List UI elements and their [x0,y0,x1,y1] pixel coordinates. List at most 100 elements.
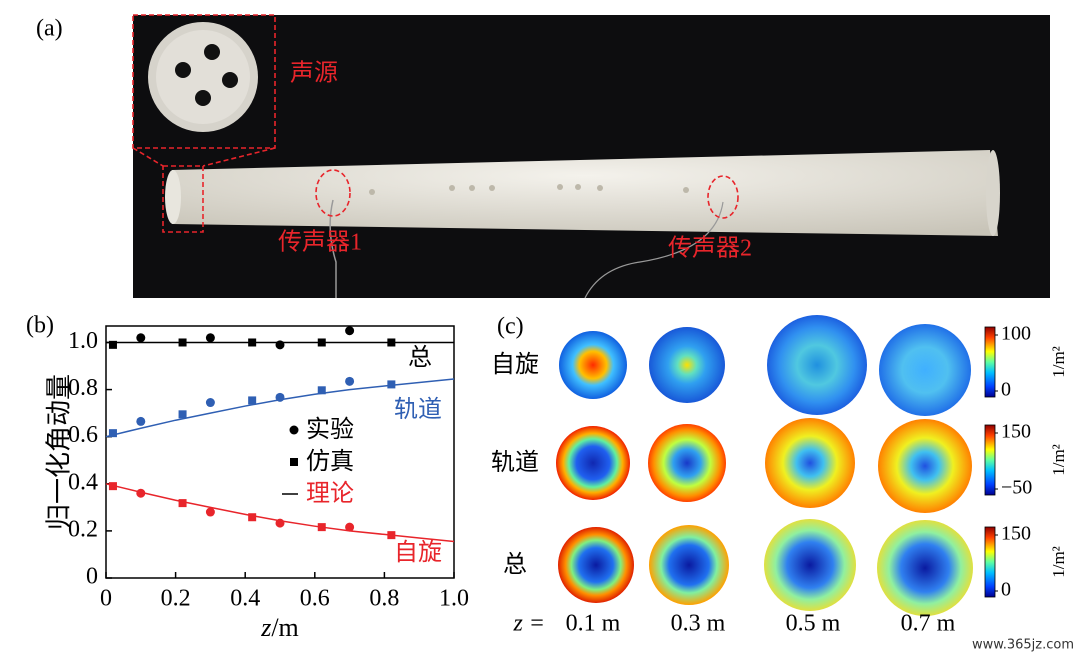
experiment-point [345,326,355,336]
simulation-point [387,380,396,389]
tube-end [986,150,1000,236]
colorbar-unit: 1/m² [1049,444,1068,476]
colorbar-tick-label: 150 [1001,523,1031,545]
heatmap [559,331,627,399]
position-label: 0.7 m [901,611,956,637]
curve-label: 总 [408,343,432,371]
photo: (a) 声源 传声器1 传声器2 [36,14,1050,299]
experiment-point [345,376,355,386]
wire [329,199,337,298]
heatmap [767,315,867,415]
colorbar-tick-label: 150 [1001,421,1031,443]
colorbar-tick-label: 0 [1001,579,1011,601]
y-tick-label: 0.2 [68,516,98,542]
x-tick-label: 1.0 [439,586,469,612]
simulation-point [248,338,257,347]
panel-label: (c) [497,314,524,340]
colorbar-tick-label: 100 [1001,323,1031,345]
x-axis-label: z/m [260,613,299,642]
simulation-point [317,338,326,347]
simulation-point [178,410,187,419]
experiment-point [275,518,285,528]
heatmap [877,520,973,616]
colorbar [984,526,996,598]
colorbar-tick-label: 0 [1001,379,1011,401]
simulation-point [248,396,257,405]
simulation-point [317,523,326,532]
plot-frame [105,325,455,579]
heatmap [556,426,630,500]
simulation-point [317,386,326,395]
x-tick-label: 0 [100,586,112,612]
legend-marker [290,458,298,466]
watermark: www.365jz.com [972,638,1074,653]
position-label: 0.5 m [786,611,841,637]
heatmap [765,418,855,508]
y-tick-label: 0.8 [68,375,98,401]
legend-label: 理论 [306,479,354,507]
experiment-point [275,340,285,350]
colorbar [984,424,996,496]
row-label: 轨道 [491,448,539,476]
simulation-point [178,338,187,347]
colorbar-unit: 1/m² [1049,546,1068,578]
experiment-point [136,416,146,426]
wire [584,201,724,299]
simulation-point [108,482,117,491]
heatmap [648,424,726,502]
curve-label: 轨道 [394,395,442,423]
y-tick-label: 0.4 [68,469,98,495]
tube-end [165,170,181,224]
panel-label: (a) [36,16,63,42]
colorbar-unit: 1/m² [1049,346,1068,378]
colorbar-tick-label: −50 [1001,477,1032,499]
heatmap [879,324,971,416]
heatmap [558,527,634,603]
simulation-point [108,340,117,349]
y-axis-label: 归一化角动量 [45,374,75,530]
y-tick-label: 1.0 [68,328,98,354]
heatmap [649,327,725,403]
heatmap [878,419,972,513]
simulation-point [387,531,396,540]
experiment-point [136,488,146,498]
curve-label: 自旋 [394,538,442,566]
mic-label: 传声器2 [668,235,752,262]
tube [172,150,998,236]
position-label: 0.1 m [566,611,621,637]
simulation-point [248,513,257,522]
y-tick-label: 0 [86,564,98,590]
panel-label: (b) [26,313,54,339]
x-tick-label: 0.2 [161,586,191,612]
theory-line [105,483,455,543]
position-label: 0.3 m [671,611,726,637]
x-tick-label: 0.8 [369,586,399,612]
simulation-point [108,429,117,438]
inset [148,22,258,132]
heatmaps: (c) [497,314,973,616]
legend-label: 实验 [306,415,354,443]
x-axis-unit: /m [271,613,298,642]
source-label: 声源 [290,60,338,87]
experiment-point [205,398,215,408]
y-tick-label: 0.6 [68,422,98,448]
x-axis-symbol: z [260,613,271,642]
row-label: 自旋 [491,350,539,378]
legend-marker [289,425,299,435]
mic-label: 传声器1 [278,229,362,256]
experiment-point [205,333,215,343]
legend-label: 仿真 [306,447,354,475]
highlight [132,14,739,233]
colorbar [984,326,996,398]
position-prefix: z = [512,611,545,637]
x-tick-label: 0.6 [300,586,330,612]
row-label: 总 [503,550,527,578]
simulation-point [178,499,187,508]
x-tick-label: 0.4 [230,586,260,612]
heatmap [649,525,729,605]
experiment-point [205,507,215,517]
experiment-point [275,392,285,402]
simulation-point [387,338,396,347]
experiment-point [345,522,355,532]
